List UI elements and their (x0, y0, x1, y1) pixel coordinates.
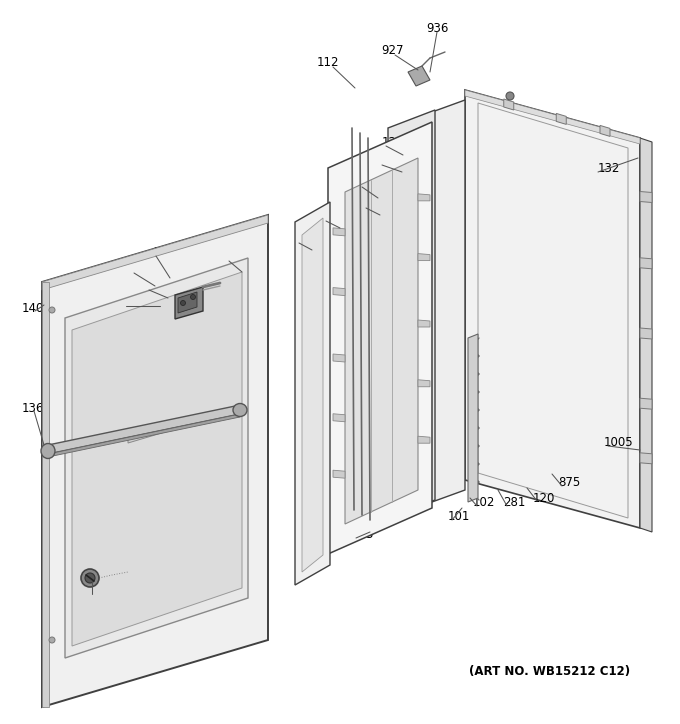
Polygon shape (388, 110, 435, 518)
Polygon shape (72, 272, 242, 646)
Polygon shape (556, 114, 566, 125)
Text: 937: 937 (152, 246, 174, 259)
Polygon shape (640, 398, 652, 409)
Polygon shape (42, 282, 49, 707)
Polygon shape (175, 287, 203, 319)
Polygon shape (465, 90, 640, 528)
Polygon shape (333, 354, 345, 362)
Polygon shape (640, 138, 652, 532)
Polygon shape (333, 413, 345, 422)
Text: 120: 120 (533, 492, 556, 505)
Polygon shape (418, 436, 430, 443)
Text: 144: 144 (145, 280, 167, 293)
Circle shape (81, 569, 99, 587)
Text: 145: 145 (122, 297, 144, 309)
Circle shape (506, 92, 514, 100)
Polygon shape (504, 99, 514, 110)
Circle shape (190, 295, 196, 300)
Polygon shape (128, 425, 165, 443)
Polygon shape (48, 405, 240, 454)
Text: 281: 281 (503, 497, 526, 510)
Polygon shape (468, 334, 478, 502)
Text: 55: 55 (84, 592, 99, 605)
Polygon shape (333, 228, 345, 236)
Polygon shape (333, 470, 345, 478)
Polygon shape (48, 414, 240, 457)
Ellipse shape (41, 444, 55, 458)
Polygon shape (178, 292, 197, 313)
Polygon shape (295, 202, 330, 585)
Text: (ART NO. WB15212 C12): (ART NO. WB15212 C12) (469, 665, 630, 678)
Polygon shape (408, 66, 430, 86)
Text: 140: 140 (22, 301, 44, 314)
Text: 927: 927 (381, 43, 404, 56)
Text: 120: 120 (382, 137, 405, 149)
Polygon shape (640, 328, 652, 339)
Text: 101: 101 (322, 211, 344, 224)
Polygon shape (600, 125, 610, 136)
Ellipse shape (233, 403, 247, 416)
Polygon shape (42, 215, 268, 707)
Polygon shape (432, 100, 465, 502)
Text: 339: 339 (358, 177, 380, 190)
Polygon shape (640, 192, 652, 203)
Text: 936: 936 (130, 264, 152, 277)
Polygon shape (640, 258, 652, 269)
Text: 132: 132 (598, 161, 620, 174)
Polygon shape (328, 122, 432, 554)
Text: 338: 338 (378, 156, 400, 169)
Polygon shape (333, 287, 345, 295)
Circle shape (49, 307, 55, 313)
Circle shape (49, 637, 55, 643)
Polygon shape (345, 158, 418, 524)
Text: 936: 936 (426, 22, 448, 35)
Text: 338: 338 (362, 198, 384, 211)
Text: 1005: 1005 (604, 437, 634, 450)
Text: 699: 699 (225, 251, 248, 264)
Text: 875: 875 (558, 476, 580, 489)
Polygon shape (418, 253, 430, 261)
Text: 113: 113 (352, 529, 375, 542)
Polygon shape (302, 218, 323, 572)
Polygon shape (418, 194, 430, 201)
Text: 102: 102 (473, 497, 495, 510)
Polygon shape (65, 258, 248, 658)
Text: 101: 101 (448, 510, 471, 523)
Polygon shape (465, 90, 640, 144)
Circle shape (85, 573, 95, 583)
Polygon shape (42, 215, 268, 290)
Text: 112: 112 (317, 56, 339, 69)
Circle shape (180, 300, 186, 306)
Polygon shape (640, 452, 652, 464)
Polygon shape (418, 380, 430, 387)
Text: 136: 136 (22, 402, 44, 415)
Text: 102: 102 (295, 234, 318, 246)
Polygon shape (418, 320, 430, 327)
